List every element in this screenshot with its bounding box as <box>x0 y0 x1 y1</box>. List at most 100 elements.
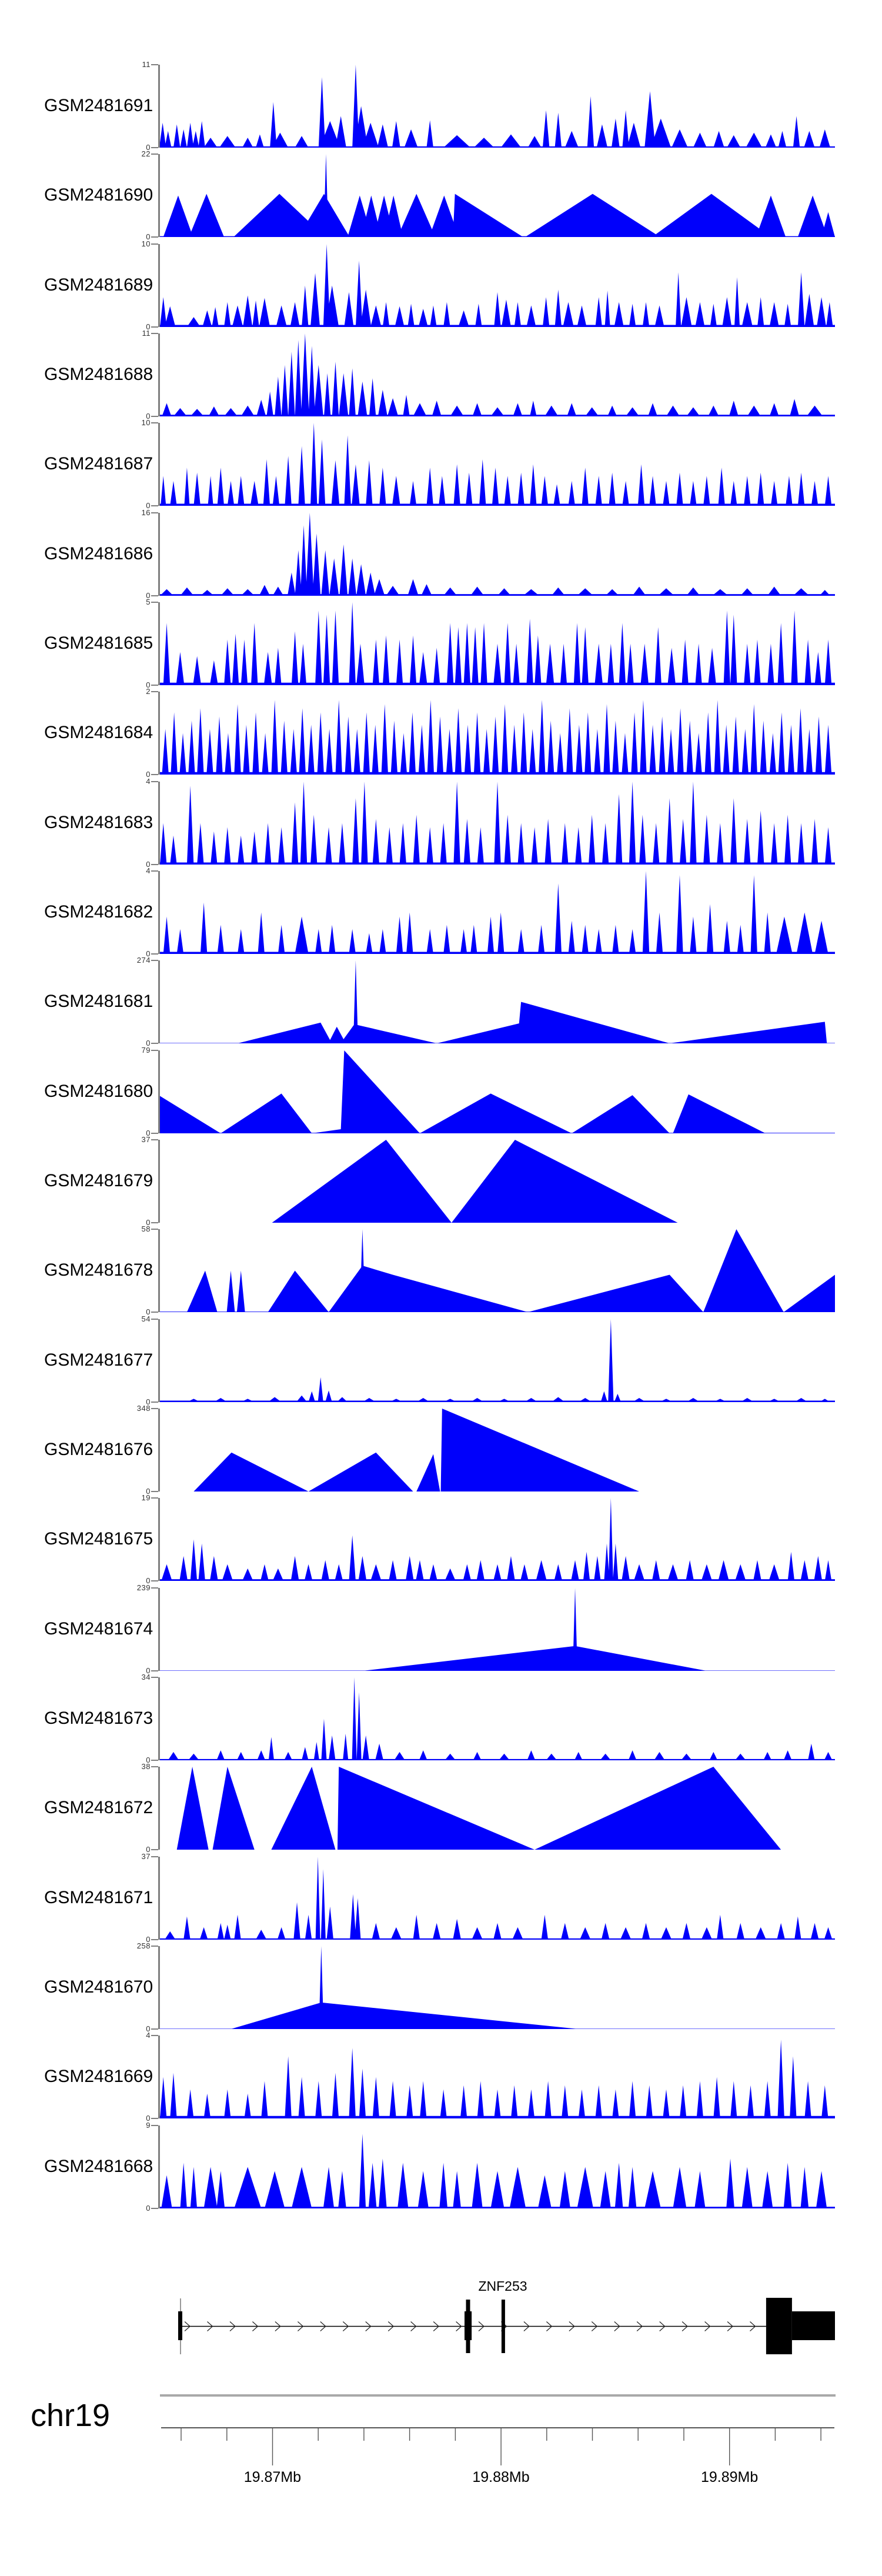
y-axis-spine <box>158 1229 160 1312</box>
y-axis-bottom-tick <box>151 505 158 506</box>
y-axis-spine <box>158 1319 160 1402</box>
signal-baseline <box>160 594 835 596</box>
y-axis-max-label: 9 <box>146 2121 151 2130</box>
signal-area <box>160 513 830 596</box>
track-row: GSM2481688 11 0 <box>0 329 882 423</box>
y-axis-bottom-tick <box>151 774 158 775</box>
y-axis-spine <box>158 2125 160 2208</box>
y-axis-zero-label: 0 <box>146 322 151 331</box>
y-axis-top-tick <box>151 2035 158 2036</box>
track-label: GSM2481681 <box>44 992 153 1011</box>
signal-baseline <box>160 415 835 416</box>
y-axis-bottom-tick <box>151 1670 158 1671</box>
signal-area <box>162 333 823 416</box>
y-axis-zero-label: 0 <box>146 412 151 421</box>
y-axis-top-tick <box>151 1766 158 1767</box>
y-axis-spine <box>158 1140 160 1223</box>
signal-baseline <box>160 146 835 148</box>
strand-arrow-icon <box>252 2321 259 2331</box>
y-axis-zero-label: 0 <box>146 860 151 869</box>
coverage-signal <box>272 1140 678 1223</box>
track-label: GSM2481670 <box>44 1977 153 1997</box>
y-axis-spine <box>158 782 160 865</box>
signal-area <box>161 423 832 506</box>
y-axis-spine <box>158 1857 160 1940</box>
strand-arrow-icon <box>184 2321 191 2331</box>
y-axis-max-label: 274 <box>136 956 151 965</box>
y-axis-zero-label: 0 <box>146 1129 151 1137</box>
strand-arrow-icon <box>704 2321 711 2331</box>
y-axis-top-tick <box>151 781 158 782</box>
y-axis-bottom-tick <box>151 1312 158 1313</box>
y-axis-bottom-tick <box>151 1491 158 1492</box>
strand-arrow-icon <box>478 2321 485 2331</box>
track-row: GSM2481670 258 0 <box>0 1941 882 2036</box>
y-axis-spine <box>158 1498 160 1581</box>
track-label: GSM2481679 <box>44 1171 153 1190</box>
coverage-signal <box>160 1050 835 1133</box>
y-axis-zero-label: 0 <box>146 232 151 241</box>
signal-area <box>186 1319 830 1402</box>
track-label: GSM2481673 <box>44 1709 153 1728</box>
signal-area <box>163 602 832 685</box>
coverage-signal <box>160 333 835 416</box>
coverage-signal <box>160 513 835 596</box>
strand-arrow-icon <box>298 2321 304 2331</box>
y-axis-max-label: 22 <box>141 149 151 158</box>
y-axis-bottom-tick <box>151 1222 158 1223</box>
y-axis-zero-label: 0 <box>146 949 151 958</box>
y-axis-top-tick <box>151 243 158 245</box>
strand-arrow-icon <box>523 2321 530 2331</box>
track-label: GSM2481678 <box>44 1260 153 1280</box>
track-label: GSM2481688 <box>44 365 153 384</box>
signal-baseline <box>160 1579 835 1581</box>
strand-arrow-icon <box>569 2321 575 2331</box>
y-axis-zero-label: 0 <box>146 1845 151 1854</box>
signal-baseline <box>160 772 835 775</box>
y-axis-spine <box>158 1946 160 2029</box>
y-axis-bottom-tick <box>151 236 158 238</box>
coverage-signal <box>160 602 835 685</box>
track-row: GSM2481689 10 0 <box>0 239 882 334</box>
signal-baseline <box>160 862 835 865</box>
y-axis-top-tick <box>151 2125 158 2126</box>
signal-baseline <box>160 682 835 685</box>
signal-area <box>165 1857 833 1940</box>
track-row: GSM2481674 239 0 <box>0 1583 882 1678</box>
y-axis-spine <box>158 423 160 506</box>
coverage-signal <box>160 700 835 775</box>
signal-baseline <box>160 1759 835 1760</box>
track-row: GSM2481684 2 0 <box>0 687 882 782</box>
coverage-signal <box>160 154 835 237</box>
y-axis-max-label: 10 <box>141 239 151 248</box>
track-label: GSM2481677 <box>44 1350 153 1370</box>
signal-baseline <box>160 1400 835 1402</box>
y-axis-bottom-tick <box>151 1043 158 1044</box>
coverage-signal <box>193 1409 640 1491</box>
coverage-signal <box>160 423 835 506</box>
signal-area <box>272 1140 678 1223</box>
gene-annotation-panel: ZNF253 <box>0 2275 882 2381</box>
track-label: GSM2481685 <box>44 633 153 653</box>
y-axis-top-tick <box>151 602 158 603</box>
y-axis-zero-label: 0 <box>146 1307 151 1316</box>
chromosome-label: chr19 <box>31 2398 111 2433</box>
y-axis-max-label: 348 <box>136 1404 151 1413</box>
track-label: GSM2481683 <box>44 813 153 832</box>
coverage-signal <box>160 782 835 865</box>
track-label: GSM2481691 <box>44 96 153 115</box>
strand-arrow-icon <box>207 2321 213 2331</box>
y-axis-spine <box>158 692 160 775</box>
y-axis-spine <box>158 1050 160 1133</box>
y-axis-max-label: 79 <box>141 1046 151 1055</box>
track-label: GSM2481689 <box>44 275 153 295</box>
coverage-signal <box>160 1857 835 1940</box>
y-axis-max-label: 4 <box>146 2031 151 2040</box>
y-axis-top-tick <box>151 691 158 692</box>
coordinate-label: 19.87Mb <box>244 2469 301 2485</box>
track-row: GSM2481690 22 0 <box>0 149 882 244</box>
y-axis-spine <box>158 1677 160 1760</box>
exon-box <box>178 2311 182 2340</box>
exon-box <box>792 2311 835 2340</box>
track-row: GSM2481683 4 0 <box>0 777 882 872</box>
